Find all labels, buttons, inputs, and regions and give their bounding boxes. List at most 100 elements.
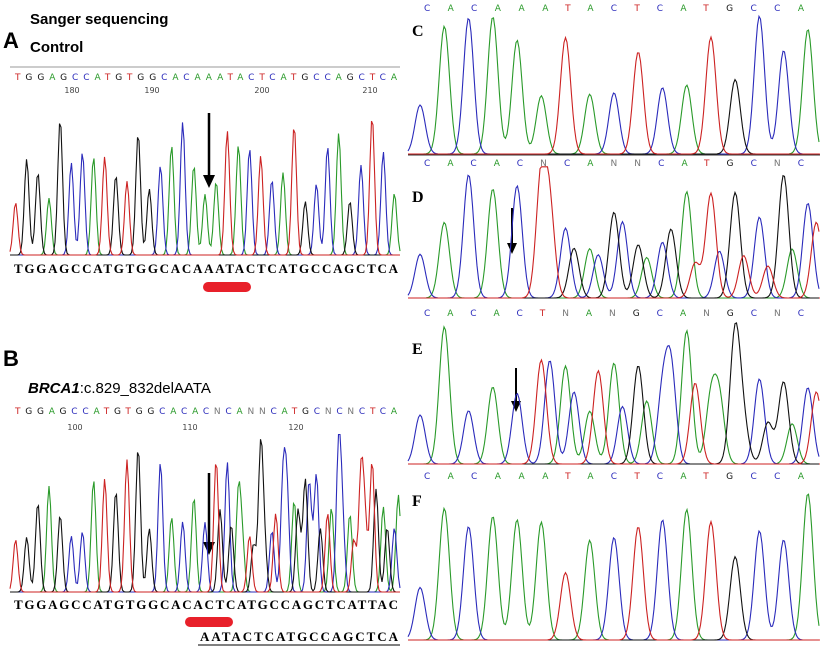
base-letter: C	[183, 73, 189, 83]
base-letter: T	[564, 472, 571, 482]
base-letter: T	[104, 73, 111, 83]
base-letter: A	[448, 4, 455, 14]
base-letter: C	[71, 407, 77, 417]
panel-title: BRCA1:c.829_832delAATA	[28, 380, 211, 397]
base-letter: A	[391, 73, 398, 83]
base-letter: C	[470, 159, 476, 169]
deletion-marker	[203, 282, 251, 292]
base-letter: A	[170, 407, 177, 417]
base-letter: T	[103, 407, 110, 417]
base-letter: N	[214, 407, 221, 417]
base-letter: T	[539, 309, 546, 319]
base-letter: C	[798, 159, 804, 169]
base-letter: A	[93, 407, 100, 417]
base-letter: G	[347, 73, 354, 83]
base-letter: G	[147, 407, 154, 417]
base-letter: G	[115, 73, 122, 83]
base-letter: C	[564, 159, 570, 169]
base-letter: A	[237, 73, 244, 83]
trace-c	[407, 14, 819, 155]
base-letter: A	[798, 472, 805, 482]
base-letter: T	[124, 407, 131, 417]
shifted-sequence: AATACTCATGCCAGCTCA	[200, 629, 399, 644]
base-letter: T	[126, 73, 133, 83]
base-letter: G	[37, 73, 44, 83]
base-letter: N	[247, 407, 254, 417]
base-letter: C	[657, 4, 663, 14]
base-letter: C	[658, 159, 664, 169]
position-label: 200	[254, 86, 269, 95]
base-letter: A	[448, 472, 455, 482]
base-letter: A	[281, 73, 288, 83]
base-letter: T	[290, 73, 297, 83]
base-letter: T	[633, 472, 640, 482]
base-letter: A	[49, 407, 56, 417]
base-letter: C	[161, 73, 167, 83]
base-letter: C	[82, 407, 88, 417]
base-letter: C	[424, 472, 430, 482]
base-letter: A	[681, 159, 688, 169]
base-letter: C	[798, 309, 804, 319]
trace-t	[9, 456, 400, 593]
trace-t	[408, 519, 819, 641]
base-letter: A	[495, 472, 502, 482]
base-letter: C	[424, 4, 430, 14]
base-letter: G	[137, 73, 144, 83]
gene-name: BRCA1	[28, 380, 80, 397]
base-letter: C	[611, 472, 617, 482]
base-letter: N	[609, 309, 616, 319]
base-letter: C	[380, 73, 386, 83]
base-letter: C	[750, 472, 756, 482]
base-letter: A	[587, 159, 594, 169]
base-letter: C	[774, 472, 780, 482]
panel-title: Sanger sequencing	[30, 11, 168, 28]
base-letter: C	[203, 407, 209, 417]
panel-subtitle: Control	[30, 39, 83, 56]
base-letter: A	[49, 73, 56, 83]
base-letter: G	[37, 407, 44, 417]
base-letter: G	[302, 407, 309, 417]
base-letter: A	[587, 472, 594, 482]
base-letter: C	[324, 73, 330, 83]
base-letter: G	[60, 73, 67, 83]
base-letter: N	[703, 309, 710, 319]
base-letter: N	[325, 407, 332, 417]
base-letter: A	[586, 309, 593, 319]
base-letter: C	[657, 309, 663, 319]
base-letter: G	[25, 73, 32, 83]
base-letter: T	[633, 4, 640, 14]
arrow	[511, 368, 521, 412]
base-letter: A	[493, 309, 500, 319]
trace-t	[9, 120, 400, 256]
base-letter: T	[227, 73, 234, 83]
base-letter: A	[680, 4, 687, 14]
trace-t	[408, 166, 820, 299]
trace-c	[10, 433, 401, 593]
base-letter: A	[217, 73, 224, 83]
base-letter: T	[291, 407, 298, 417]
trace-c	[407, 344, 820, 465]
base-letter: C	[313, 73, 319, 83]
base-letter: N	[562, 309, 569, 319]
base-letter: A	[282, 407, 289, 417]
base-letter: C	[358, 73, 364, 83]
base-letter: C	[751, 309, 757, 319]
base-letter: C	[750, 4, 756, 14]
base-letter: C	[314, 407, 320, 417]
trace-t	[408, 35, 819, 155]
called-sequence: TGGAGCCATGTGGCACACTCATGCCAGCTCATTAC	[14, 597, 398, 612]
called-sequence: TGGAGCCATGTGGCACAAATACTCATGCCAGCTCA	[14, 261, 399, 276]
base-letter: C	[774, 4, 780, 14]
base-letter: C	[83, 73, 89, 83]
base-letter: A	[206, 73, 213, 83]
base-letter: C	[471, 4, 477, 14]
base-letter: C	[471, 472, 477, 482]
panel-label: C	[412, 23, 424, 40]
base-letter: G	[25, 407, 32, 417]
trace-t	[408, 358, 820, 465]
base-letter: T	[703, 159, 710, 169]
